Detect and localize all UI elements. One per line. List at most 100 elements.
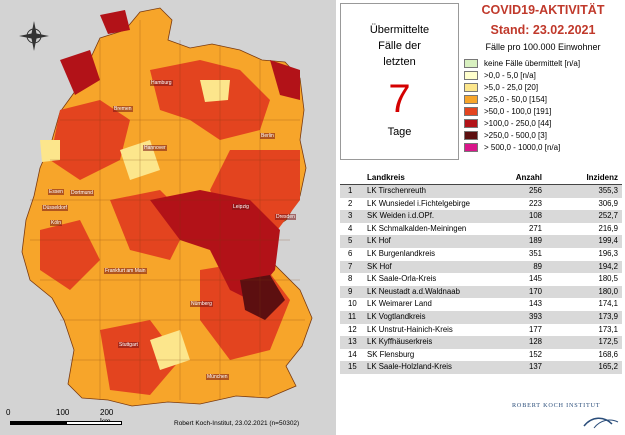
incidence-map: Hamburg Bremen Berlin Hannover Essen Dor… [0, 0, 336, 435]
rank-cell: 10 [348, 299, 357, 309]
landkreis-cell: LK Saale-Holzland-Kreis [367, 362, 452, 372]
header-inzidenz: Inzidenz [586, 173, 618, 182]
city-label-hamburg: Hamburg [150, 80, 173, 86]
legend-swatch [464, 131, 478, 140]
city-label-koeln: Köln [50, 220, 63, 226]
germany-map-graphic [19, 7, 313, 407]
rank-cell: 5 [348, 236, 353, 246]
inzidenz-cell: 196,3 [598, 248, 618, 258]
map-credit: Robert Koch-Institut, 23.02.2021 (n=5030… [174, 420, 300, 427]
inzidenz-cell: 216,9 [598, 223, 618, 233]
inzidenz-cell: 168,6 [598, 349, 618, 359]
inzidenz-cell: 172,5 [598, 337, 618, 347]
legend-swatch [464, 95, 478, 104]
inzidenz-cell: 165,2 [598, 362, 618, 372]
anzahl-cell: 89 [533, 261, 542, 271]
landkreis-cell: LK Hof [367, 236, 391, 246]
legend: keine Fälle übermittelt [n/a] >0,0 - 5,0… [464, 58, 624, 154]
info-line-3: letzten [383, 56, 416, 68]
city-label-bremen: Bremen [113, 106, 133, 112]
rank-cell: 3 [348, 211, 353, 221]
scale-label-mid: 100 [56, 408, 70, 417]
landkreis-cell: LK Burgenlandkreis [367, 248, 436, 258]
rank-cell: 6 [348, 248, 353, 258]
legend-label: > 500,0 - 1000,0 [n/a] [484, 143, 561, 152]
landkreis-cell: SK Flensburg [367, 349, 415, 359]
info-line-1: Übermittelte [369, 24, 430, 36]
table-row: 4 LK Schmalkalden-Meiningen 271 216,9 [340, 223, 622, 236]
inzidenz-cell: 306,9 [598, 198, 618, 208]
table-row: 15 LK Saale-Holzland-Kreis 137 165,2 [340, 361, 622, 374]
legend-item: >25,0 - 50,0 [154] [464, 94, 624, 105]
rank-cell: 12 [348, 324, 357, 334]
anzahl-cell: 170 [528, 286, 542, 296]
anzahl-cell: 351 [528, 248, 542, 258]
landkreis-cell: LK Schmalkalden-Meiningen [367, 223, 467, 233]
info-line-2: Fälle der [378, 40, 421, 52]
landkreis-cell: LK Saale-Orla-Kreis [367, 274, 437, 284]
city-label-stuttgart: Stuttgart [118, 342, 139, 348]
legend-label: >5,0 - 25,0 [20] [484, 83, 539, 92]
table-row: 12 LK Unstrut-Hainich-Kreis 177 173,1 [340, 324, 622, 337]
inzidenz-cell: 252,7 [598, 211, 618, 221]
inzidenz-cell: 173,1 [598, 324, 618, 334]
anzahl-cell: 108 [528, 211, 542, 221]
landkreis-cell: LK Weimarer Land [367, 299, 432, 309]
rki-branding: ROBERT KOCH INSTITUT [512, 402, 624, 432]
anzahl-cell: 177 [528, 324, 542, 334]
anzahl-cell: 143 [528, 299, 542, 309]
city-label-hannover: Hannover [143, 145, 167, 151]
date-title: Stand: 23.02.2021 [490, 23, 596, 37]
inzidenz-cell: 355,3 [598, 186, 618, 195]
city-label-berlin: Berlin [260, 133, 275, 139]
inzidenz-cell: 180,5 [598, 274, 618, 284]
anzahl-cell: 393 [528, 311, 542, 321]
city-label-duesseldorf: Düsseldorf [42, 205, 68, 211]
city-label-dresden: Dresden [275, 214, 296, 220]
city-label-muenchen: München [206, 374, 229, 380]
inzidenz-cell: 180,0 [598, 286, 618, 296]
table-header: Landkreis Anzahl Inzidenz [340, 172, 622, 185]
legend-label: >100,0 - 250,0 [44] [484, 119, 552, 128]
table-row: 5 LK Hof 189 199,4 [340, 235, 622, 248]
rki-logo-icon [583, 417, 619, 429]
info-line-4: Tage [387, 126, 412, 138]
table-row: 3 SK Weiden i.d.OPf. 108 252,7 [340, 210, 622, 223]
landkreis-cell: LK Vogtlandkreis [367, 311, 426, 321]
legend-label: >50,0 - 100,0 [191] [484, 107, 552, 116]
rank-cell: 2 [348, 198, 353, 208]
header-anzahl: Anzahl [515, 173, 542, 182]
rank-cell: 4 [348, 223, 353, 233]
legend-label: >0,0 - 5,0 [n/a] [484, 71, 536, 80]
legend-swatch [464, 59, 478, 68]
rki-name: ROBERT KOCH INSTITUT [512, 402, 601, 409]
rank-cell: 14 [348, 349, 357, 359]
landkreis-cell: LK Tirschenreuth [367, 186, 426, 195]
table-row: 10 LK Weimarer Land 143 174,1 [340, 298, 622, 311]
table-row: 11 LK Vogtlandkreis 393 173,9 [340, 310, 622, 324]
legend-swatch [464, 107, 478, 116]
landkreis-cell: LK Neustadt a.d.Waldnaab [367, 286, 460, 296]
table-row: 6 LK Burgenlandkreis 351 196,3 [340, 248, 622, 261]
table-row: 7 SK Hof 89 194,2 [340, 260, 622, 274]
legend-label: >250,0 - 500,0 [3] [484, 131, 547, 140]
legend-swatch [464, 71, 478, 80]
anzahl-cell: 271 [528, 223, 542, 233]
legend-swatch [464, 119, 478, 128]
page-subtitle: Fälle pro 100.000 Einwohner [485, 42, 601, 52]
landkreis-cell: LK Unstrut-Hainich-Kreis [367, 324, 453, 334]
rank-cell: 15 [348, 362, 357, 372]
anzahl-cell: 137 [528, 362, 542, 372]
city-label-essen: Essen [48, 189, 64, 195]
anzahl-cell: 128 [528, 337, 542, 347]
rank-cell: 9 [348, 286, 353, 296]
rank-cell: 8 [348, 274, 353, 284]
legend-swatch [464, 143, 478, 152]
table-row: 1 LK Tirschenreuth 256 355,3 [340, 185, 622, 198]
rank-cell: 13 [348, 337, 357, 347]
scale-label-zero: 0 [6, 408, 11, 417]
anzahl-cell: 223 [528, 198, 542, 208]
anzahl-cell: 145 [528, 274, 542, 284]
legend-label: keine Fälle übermittelt [n/a] [484, 59, 581, 68]
landkreis-cell: LK Wunsiedel i.Fichtelgebirge [367, 198, 471, 208]
